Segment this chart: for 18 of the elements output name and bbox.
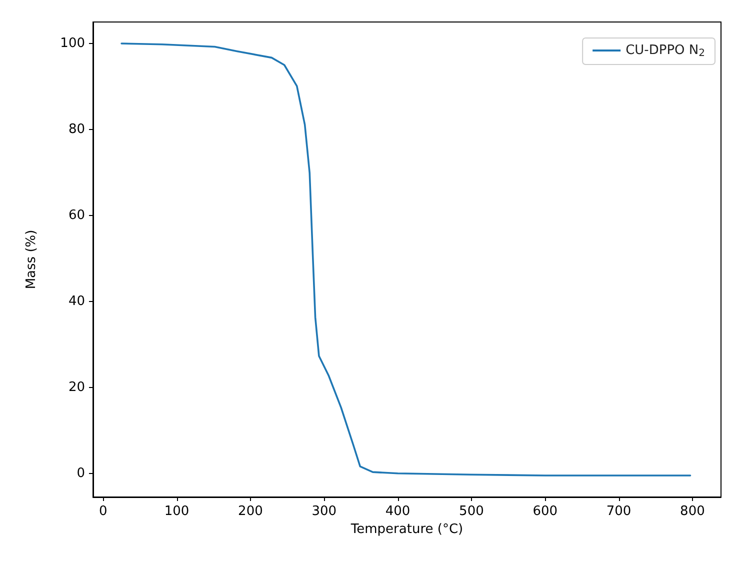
x-tick-label: 200: [238, 504, 263, 519]
y-tick-label: 100: [60, 36, 85, 51]
x-tick-label: 800: [680, 504, 705, 519]
y-axis-title: Mass (%): [24, 230, 39, 290]
y-tick-label: 60: [68, 208, 85, 223]
x-tick-label: 0: [98, 504, 108, 519]
y-tick-label: 40: [68, 294, 85, 309]
x-tick-label: 100: [164, 504, 190, 519]
x-tick-label: 300: [312, 504, 337, 519]
y-tick-label: 0: [76, 466, 85, 481]
x-tick-label: 500: [459, 504, 484, 519]
x-tick-label: 600: [532, 504, 558, 519]
y-tick-label: 20: [68, 380, 85, 395]
x-axis-title: Temperature (°C): [350, 522, 464, 537]
y-tick-label: 80: [68, 122, 85, 137]
line-series: [120, 42, 692, 476]
x-tick-label: 700: [606, 504, 632, 519]
x-tick-label: 400: [385, 504, 410, 519]
